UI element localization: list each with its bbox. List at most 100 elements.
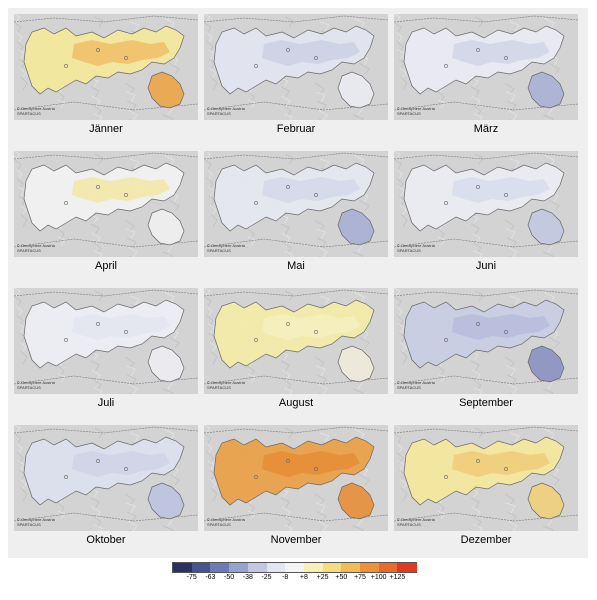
city-marker [504,193,508,197]
month-map-panel: © GeoSphere Austria SPARTACUS November [204,425,388,549]
map-svg [394,14,578,120]
month-label: August [278,397,314,409]
legend-swatch [378,563,398,572]
city-marker [314,467,318,471]
map-svg [204,14,388,120]
map-credit: © GeoSphere Austria SPARTACUS [17,517,55,527]
legend-swatch [397,563,417,572]
legend-swatch [341,563,361,572]
legend-tick-label: +100 [370,574,387,581]
region-accent [72,177,170,203]
legend-swatch [210,563,230,572]
map-image: © GeoSphere Austria SPARTACUS [204,14,388,120]
east-tyrol-region [147,345,185,383]
legend-swatch [173,563,193,572]
credit-line-2: SPARTACUS [397,111,421,116]
map-image: © GeoSphere Austria SPARTACUS [394,425,578,531]
month-map-panel: © GeoSphere Austria SPARTACUS Oktober [14,425,198,549]
month-label: Juli [97,397,115,409]
map-credit: © GeoSphere Austria SPARTACUS [17,380,55,390]
map-image: © GeoSphere Austria SPARTACUS [14,288,198,394]
credit-line-1: © GeoSphere Austria [207,380,245,385]
month-map-panel: © GeoSphere Austria SPARTACUS Dezember [394,425,578,549]
map-svg [204,425,388,531]
credit-line-1: © GeoSphere Austria [397,517,435,522]
legend-swatch [303,563,324,572]
legend-frame [172,562,417,573]
city-marker [64,475,68,479]
city-marker [286,185,290,189]
credit-line-2: SPARTACUS [207,111,231,116]
region-accent [452,40,550,66]
legend-tick-label: +8 [299,574,308,581]
region-accent [452,314,550,340]
credit-line-2: SPARTACUS [17,522,41,527]
region-accent [262,40,360,66]
city-marker [314,56,318,60]
city-marker [444,475,448,479]
map-svg [14,14,198,120]
region-accent [262,451,360,477]
month-map-panel: © GeoSphere Austria SPARTACUS März [394,14,578,138]
map-image: © GeoSphere Austria SPARTACUS [14,151,198,257]
east-tyrol-region [527,345,565,383]
legend-tick-label: -75 [186,574,197,581]
month-map-panel: © GeoSphere Austria SPARTACUS Mai [204,151,388,275]
east-tyrol-region [147,208,185,246]
city-marker [476,185,480,189]
month-label: April [94,260,117,272]
map-svg [14,425,198,531]
month-map-panel: © GeoSphere Austria SPARTACUS August [204,288,388,412]
legend-tick-label: +125 [389,574,406,581]
city-marker [476,459,480,463]
map-credit: © GeoSphere Austria SPARTACUS [207,380,245,390]
legend-tick-label: -63 [205,574,216,581]
city-marker [476,322,480,326]
credit-line-1: © GeoSphere Austria [397,243,435,248]
region-accent [452,451,550,477]
region-accent [72,451,170,477]
city-marker [254,201,258,205]
credit-line-1: © GeoSphere Austria [17,243,55,248]
month-label: Oktober [86,534,126,546]
credit-line-1: © GeoSphere Austria [17,380,55,385]
legend-tick-label: +75 [354,574,366,581]
east-tyrol-region [527,482,565,520]
legend-swatch [191,563,211,572]
credit-line-1: © GeoSphere Austria [207,517,245,522]
city-marker [254,338,258,342]
credit-line-1: © GeoSphere Austria [397,106,435,111]
map-image: © GeoSphere Austria SPARTACUS [204,425,388,531]
month-map-panel: © GeoSphere Austria SPARTACUS Februar [204,14,388,138]
credit-line-2: SPARTACUS [17,248,41,253]
city-marker [286,48,290,52]
credit-line-2: SPARTACUS [17,111,41,116]
month-label: September [459,397,513,409]
map-image: © GeoSphere Austria SPARTACUS [204,151,388,257]
east-tyrol-region [527,71,565,109]
map-svg [394,425,578,531]
month-map-panel: © GeoSphere Austria SPARTACUS Juli [14,288,198,412]
month-label: Juni [475,260,497,272]
map-image: © GeoSphere Austria SPARTACUS [394,151,578,257]
city-marker [96,459,100,463]
city-marker [64,338,68,342]
city-marker [476,48,480,52]
map-credit: © GeoSphere Austria SPARTACUS [17,106,55,116]
month-label: März [473,123,499,135]
map-credit: © GeoSphere Austria SPARTACUS [207,106,245,116]
east-tyrol-region [337,345,375,383]
city-marker [254,475,258,479]
city-marker [314,330,318,334]
map-svg [204,151,388,257]
legend-tick-label: -8 [282,574,289,581]
map-credit: © GeoSphere Austria SPARTACUS [397,380,435,390]
city-marker [444,64,448,68]
map-svg [14,288,198,394]
legend-swatch [266,563,286,572]
map-credit: © GeoSphere Austria SPARTACUS [207,243,245,253]
map-credit: © GeoSphere Austria SPARTACUS [397,517,435,527]
legend-tick-label: -38 [242,574,253,581]
map-credit: © GeoSphere Austria SPARTACUS [17,243,55,253]
region-accent [452,177,550,203]
